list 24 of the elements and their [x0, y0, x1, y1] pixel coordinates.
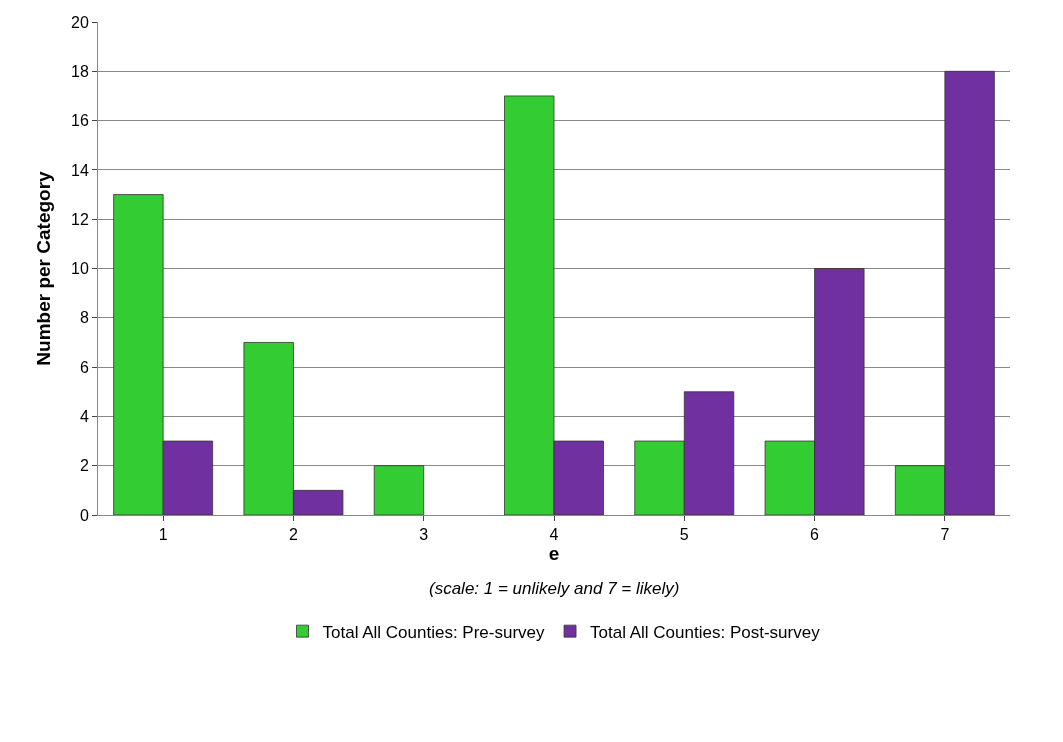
bar	[373, 465, 425, 515]
x-axis-title: e	[548, 543, 560, 565]
y-tick-label: 4	[79, 408, 89, 425]
y-tick-label: 0	[79, 506, 89, 524]
y-tick-label: 8	[79, 309, 89, 327]
y-tick-label: 2	[79, 457, 89, 475]
y-tick-label: 12	[71, 210, 89, 228]
y-tick-label: 20	[71, 13, 89, 31]
x-tick-label: 1	[158, 526, 168, 544]
x-tick-label: 7	[940, 526, 950, 544]
y-axis-title: Number per Category	[32, 170, 54, 366]
legend-label: Total All Counties: Pre-survey	[322, 622, 546, 642]
y-tick-label: 6	[79, 358, 89, 376]
x-tick-label: 2	[288, 526, 298, 544]
legend-label: Total All Counties: Post-survey	[590, 622, 821, 642]
text: (scale: 1 = unlikely and 7 = likely)	[429, 579, 680, 598]
x-tick-label: 5	[679, 526, 689, 544]
y-tick-label: 18	[71, 62, 89, 80]
x-tick-label: 3	[419, 526, 429, 544]
x-tick-label: 6	[810, 526, 820, 544]
x-tick-label: 4	[549, 526, 559, 544]
y-tick-label: 10	[71, 260, 89, 278]
y-tick-label: 16	[71, 112, 89, 130]
y-tick-label: 14	[71, 161, 89, 179]
